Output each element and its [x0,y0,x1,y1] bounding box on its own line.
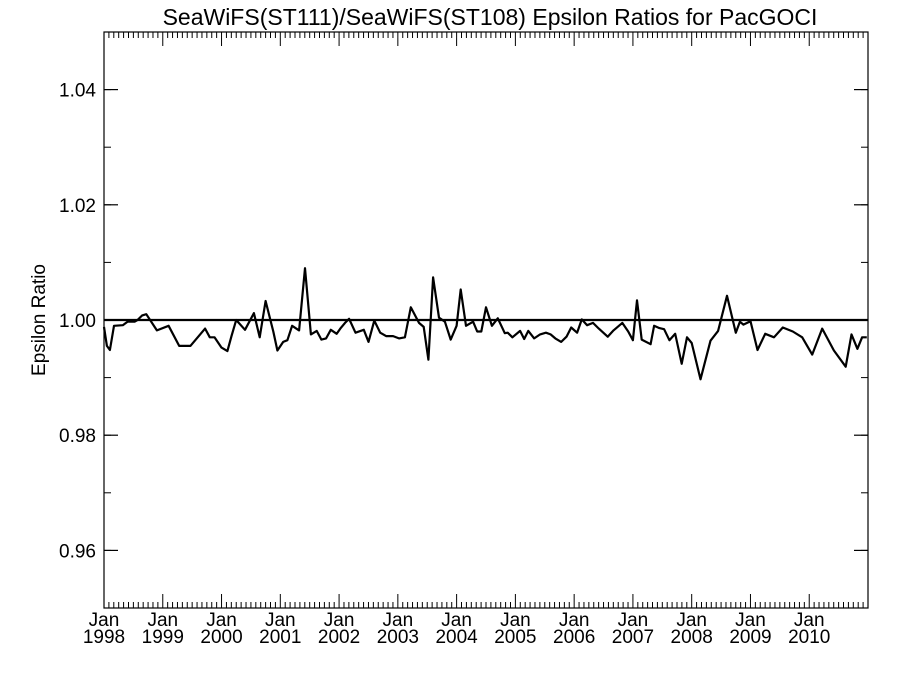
y-tick-label: 0.98 [59,426,96,447]
x-tick-label-year: 1999 [142,627,184,648]
y-tick-labels: 0.96 0.98 1.00 1.02 1.04 [59,81,96,563]
x-tick-label-month: Jan [147,610,178,631]
x-tick-label-year: 2001 [259,627,301,648]
y-tick-label: 1.00 [59,311,96,332]
x-tick-label-year: 2003 [377,627,419,648]
x-tick-label-year: 2006 [553,627,595,648]
x-tick-label-year: 2002 [318,627,360,648]
data-points [104,268,867,379]
x-tick-label-month: Jan [559,610,590,631]
x-tick-label-year: 1998 [83,627,125,648]
x-tick-labels: Jan1998Jan1999Jan2000Jan2001Jan2002Jan20… [83,610,831,648]
y-axis-label: Epsilon Ratio [29,264,50,376]
x-tick-label-month: Jan [735,610,766,631]
x-tick-label-year: 2008 [671,627,713,648]
x-tick-label-month: Jan [265,610,296,631]
x-tick-label-year: 2010 [788,627,830,648]
y-tick-label: 1.02 [59,196,96,217]
x-tick-label-year: 2000 [200,627,242,648]
chart-title: SeaWiFS(ST111)/SeaWiFS(ST108) Epsilon Ra… [163,4,818,30]
x-tick-label-year: 2009 [729,627,771,648]
x-tick-label-month: Jan [324,610,355,631]
x-tick-label-month: Jan [89,610,120,631]
y-tick-label: 0.96 [59,541,96,562]
x-tick-label-month: Jan [500,610,531,631]
x-tick-label-year: 2005 [494,627,536,648]
x-tick-label-month: Jan [441,610,472,631]
x-tick-label-month: Jan [206,610,237,631]
x-tick-label-month: Jan [794,610,825,631]
series-line [102,267,867,381]
x-tick-label-year: 2004 [435,627,478,648]
x-tick-label-year: 2007 [612,627,654,648]
y-tick-label: 1.04 [59,81,96,102]
x-tick-label-month: Jan [618,610,649,631]
x-tick-label-month: Jan [383,610,414,631]
x-tick-label-month: Jan [676,610,707,631]
